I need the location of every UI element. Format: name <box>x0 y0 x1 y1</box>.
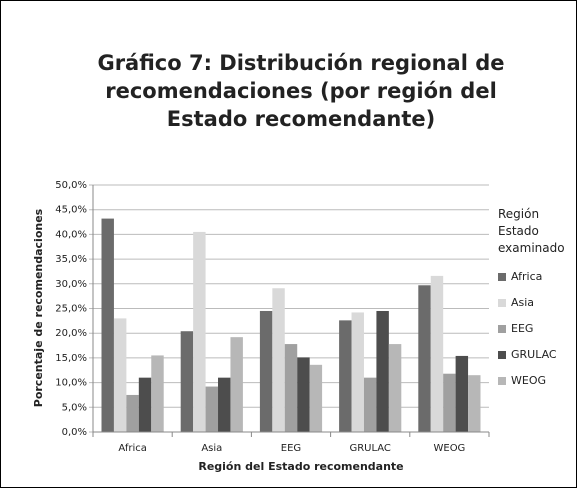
legend-swatch <box>498 299 506 307</box>
bar <box>151 355 164 432</box>
x-axis-label: Región del Estado recomendante <box>198 460 403 473</box>
legend-swatch <box>498 351 506 359</box>
bar <box>193 231 206 432</box>
y-axis-label: Porcentaje de recomendaciones <box>32 208 45 407</box>
bar <box>113 318 127 432</box>
legend-swatch <box>498 377 506 385</box>
x-tick-label: EEG <box>281 443 301 454</box>
y-tick-label: 25,0% <box>55 304 87 315</box>
legend-swatch <box>498 325 506 333</box>
legend-label: WEOG <box>511 374 546 387</box>
y-tick-label: 0,0% <box>62 427 87 438</box>
bar <box>363 377 377 432</box>
x-tick-label: WEOG <box>433 443 465 454</box>
bar <box>351 312 364 432</box>
x-tick-label: GRULAC <box>349 443 390 454</box>
legend-label: Asia <box>511 296 534 309</box>
y-tick-label: 50,0% <box>55 180 87 191</box>
bar <box>309 364 323 432</box>
y-tick-label: 35,0% <box>55 254 87 265</box>
bar <box>418 285 431 432</box>
legend-title: Región Estado examinado <box>498 207 565 255</box>
legend-label: EEG <box>511 322 533 335</box>
legend-label: GRULAC <box>511 348 557 361</box>
y-tick-label: 5,0% <box>62 402 87 413</box>
y-tick-label: 20,0% <box>55 328 87 339</box>
bar <box>218 377 231 432</box>
bar <box>284 344 298 432</box>
bar <box>138 377 152 432</box>
y-tick-label: 15,0% <box>55 353 87 364</box>
bar <box>101 218 114 432</box>
y-tick-label: 10,0% <box>55 378 87 389</box>
bar <box>468 375 481 432</box>
x-tick-label: Asia <box>201 443 222 454</box>
bar <box>339 320 352 432</box>
bar <box>388 344 402 432</box>
bar <box>259 310 273 432</box>
bar <box>272 288 285 432</box>
bar <box>230 337 243 432</box>
bar <box>430 275 444 432</box>
legend-label: Africa <box>511 270 542 283</box>
chart-title: Gráfico 7: Distribución regional de reco… <box>97 51 505 131</box>
bar <box>180 331 194 432</box>
bar <box>455 355 469 432</box>
bar <box>297 357 310 432</box>
y-tick-label: 40,0% <box>55 229 87 240</box>
x-tick-label: Africa <box>118 443 147 454</box>
legend-swatch <box>498 273 506 281</box>
y-tick-label: 45,0% <box>55 205 87 216</box>
bar <box>126 394 139 432</box>
bar <box>376 310 389 432</box>
bar <box>205 386 219 432</box>
y-tick-label: 30,0% <box>55 279 87 290</box>
bar <box>443 373 456 432</box>
